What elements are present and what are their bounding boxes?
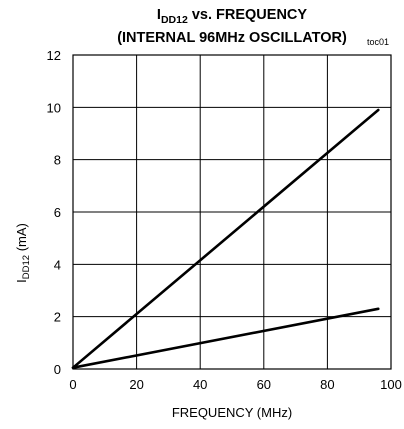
y-tick-label: 0 [54, 362, 61, 377]
chart-title-line2: (INTERNAL 96MHz OSCILLATOR) [117, 30, 347, 46]
y-tick-label: 4 [54, 257, 61, 272]
chart-gridlines [73, 55, 391, 369]
chart-title-line1: IDD12 vs. FREQUENCY [157, 7, 307, 26]
x-axis-tick-labels: 0 20 40 60 80 100 [69, 377, 401, 392]
chart-title-symbol: I [157, 7, 161, 23]
chart-title-subscript: DD12 [161, 14, 188, 26]
x-axis-label: FREQUENCY (MHz) [172, 405, 292, 420]
y-tick-label: 6 [54, 205, 61, 220]
chart-series-group [71, 108, 380, 369]
plot-area-frame [72, 54, 392, 370]
x-tick-label: 80 [320, 377, 334, 392]
y-tick-label: 10 [47, 100, 61, 115]
chart-title-rest: vs. FREQUENCY [188, 7, 308, 23]
y-tick-label: 2 [54, 310, 61, 325]
y-tick-label: 12 [47, 48, 61, 63]
y-axis-label-symbol: I [14, 279, 29, 283]
y-axis-tick-labels: 0 2 4 6 8 10 12 [47, 48, 61, 377]
y-tick-label: 8 [54, 153, 61, 168]
chart-annotation: toc01 [367, 37, 389, 47]
x-tick-label: 100 [380, 377, 402, 392]
y-axis-label-subscript: DD12 [21, 255, 32, 279]
y-axis-label: IDD12 (mA) [14, 223, 32, 283]
x-tick-label: 0 [69, 377, 76, 392]
series-line-2 [71, 307, 380, 369]
x-tick-label: 60 [257, 377, 271, 392]
x-tick-label: 40 [193, 377, 207, 392]
x-tick-label: 20 [129, 377, 143, 392]
series-line-1 [71, 108, 380, 369]
y-axis-label-unit: (mA) [14, 223, 29, 255]
